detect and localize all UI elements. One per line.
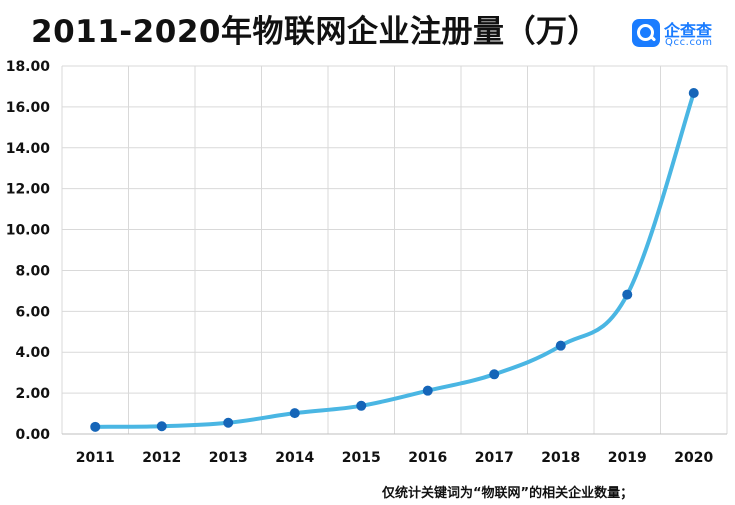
x-tick-label: 2020 bbox=[674, 450, 713, 466]
x-tick-label: 2012 bbox=[142, 450, 181, 466]
y-tick-label: 10.00 bbox=[6, 223, 51, 239]
data-point-2017 bbox=[489, 369, 500, 380]
data-point-2020 bbox=[688, 87, 699, 98]
y-tick-label: 16.00 bbox=[6, 100, 51, 116]
data-point-2012 bbox=[156, 421, 167, 432]
qcc-logo-icon bbox=[632, 19, 660, 47]
x-tick-label: 2019 bbox=[608, 450, 647, 466]
x-tick-label: 2014 bbox=[275, 450, 314, 466]
data-points bbox=[90, 87, 699, 432]
data-point-2018 bbox=[555, 340, 566, 351]
data-point-2015 bbox=[356, 400, 367, 411]
data-point-2019 bbox=[622, 289, 633, 300]
footnote: 仅统计关键词为“物联网”的相关企业数量； bbox=[382, 486, 634, 501]
y-tick-labels: 0.00 2.00 4.00 6.00 8.00 10.00 12.00 14.00 16.00… bbox=[6, 59, 51, 443]
data-point-2014 bbox=[289, 408, 300, 419]
data-point-2013 bbox=[223, 417, 234, 428]
logo-text-en: Qcc.com bbox=[665, 37, 713, 48]
y-tick-label: 4.00 bbox=[15, 345, 50, 361]
y-tick-label: 12.00 bbox=[6, 182, 51, 198]
y-tick-label: 8.00 bbox=[15, 263, 50, 279]
data-point-2011 bbox=[90, 421, 101, 432]
y-tick-label: 14.00 bbox=[6, 141, 51, 157]
x-tick-label: 2016 bbox=[408, 450, 447, 466]
x-tick-label: 2018 bbox=[541, 450, 580, 466]
x-tick-label: 2015 bbox=[342, 450, 381, 466]
logo-text-cn: 企查查 bbox=[664, 21, 713, 40]
qcc-logo: 企查查 Qcc.com bbox=[632, 17, 732, 51]
x-tick-label: 2013 bbox=[209, 450, 248, 466]
grid-lines bbox=[61, 65, 728, 434]
data-point-2016 bbox=[422, 385, 433, 396]
x-tick-labels: 2011 2012 2013 2014 2015 2016 2017 2018 2019 2020 bbox=[76, 450, 714, 466]
y-tick-label: 18.00 bbox=[6, 59, 51, 75]
chart-title: 2011-2020年物联网企业注册量（万） bbox=[31, 14, 599, 50]
y-tick-label: 0.00 bbox=[15, 427, 50, 443]
x-tick-label: 2017 bbox=[475, 450, 514, 466]
x-tick-label: 2011 bbox=[76, 450, 115, 466]
y-tick-label: 6.00 bbox=[15, 304, 50, 320]
y-tick-label: 2.00 bbox=[15, 386, 50, 402]
